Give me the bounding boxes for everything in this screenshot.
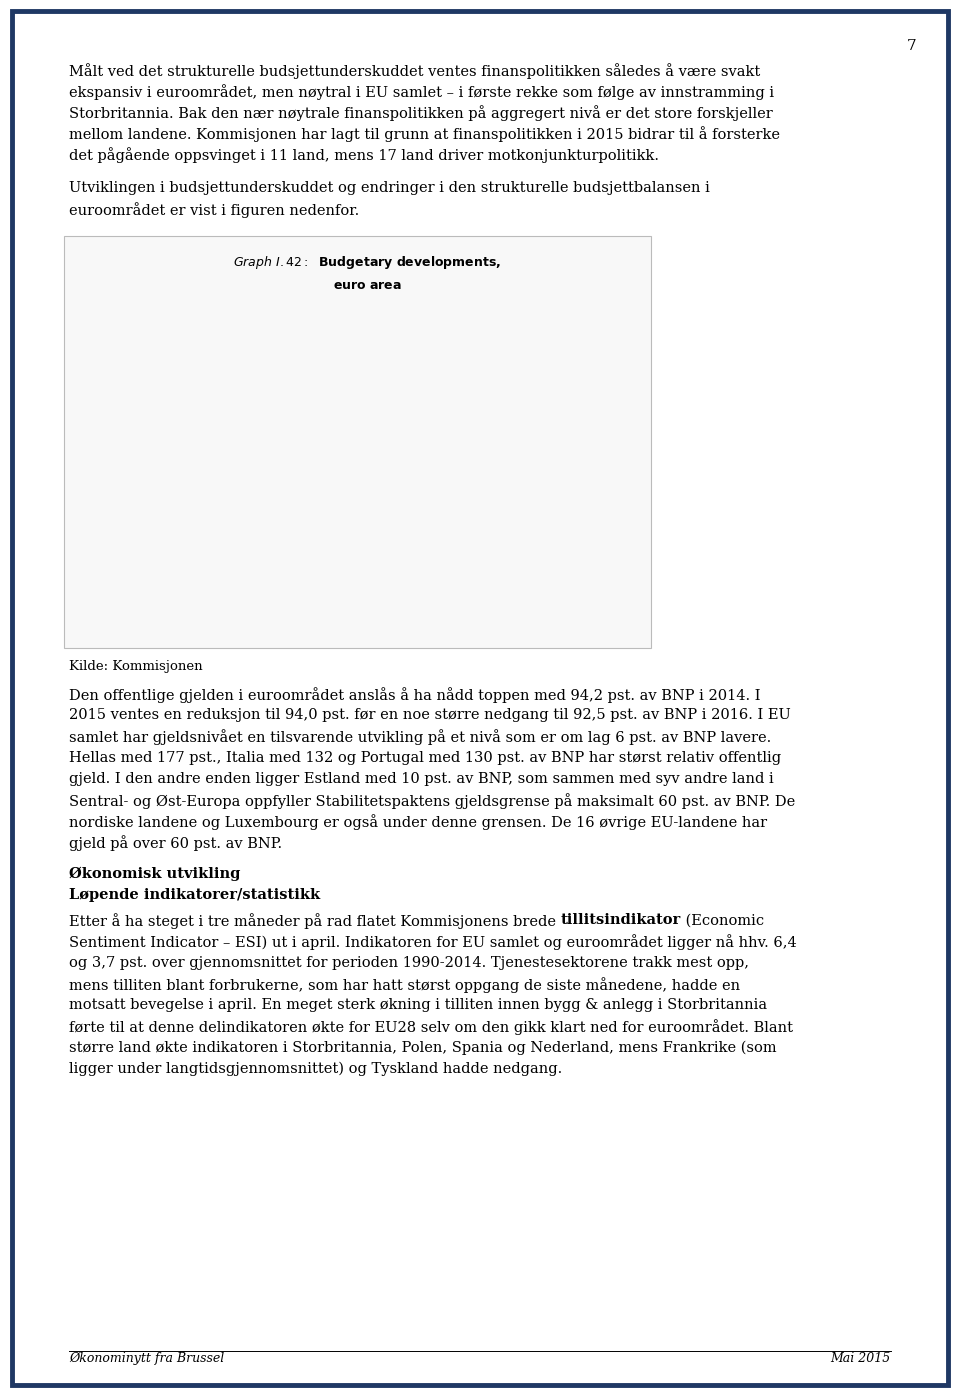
Text: Kilde: Kommisjonen: Kilde: Kommisjonen bbox=[69, 660, 203, 673]
Text: større land økte indikatoren i Storbritannia, Polen, Spania og Nederland, mens F: større land økte indikatoren i Storbrita… bbox=[69, 1040, 777, 1055]
Text: 7: 7 bbox=[907, 39, 917, 53]
Bar bbox=[516, 346, 559, 374]
Bar bbox=[232, 346, 275, 412]
Text: mellom landene. Kommisjonen har lagt til grunn at finanspolitikken i 2015 bidrar: mellom landene. Kommisjonen har lagt til… bbox=[69, 126, 780, 142]
Text: motsatt bevegelse i april. En meget sterk økning i tilliten innen bygg & anlegg : motsatt bevegelse i april. En meget ster… bbox=[69, 998, 767, 1012]
Text: mens tilliten blant forbrukerne, som har hatt størst oppgang de siste månedene, : mens tilliten blant forbrukerne, som har… bbox=[69, 977, 740, 993]
Legend: General goverment balance (lhs), Changes in the structural balance (rhs): General goverment balance (lhs), Changes… bbox=[156, 570, 440, 610]
Bar bbox=[374, 346, 417, 389]
Text: Sentral- og Øst-Europa oppfyller Stabilitetspaktens gjeldsgrense på maksimalt 60: Sentral- og Øst-Europa oppfyller Stabili… bbox=[69, 793, 796, 808]
Text: gjeld på over 60 pst. av BNP.: gjeld på over 60 pst. av BNP. bbox=[69, 835, 282, 852]
Bar bbox=[445, 346, 488, 381]
Text: % of GDP: % of GDP bbox=[97, 297, 151, 307]
Text: Storbritannia. Bak den nær nøytrale finanspolitikken på aggregert nivå er det st: Storbritannia. Bak den nær nøytrale fina… bbox=[69, 105, 773, 121]
Text: Økonominytt fra Brussel: Økonominytt fra Brussel bbox=[69, 1353, 225, 1365]
Text: førte til at denne delindikatoren økte for EU28 selv om den gikk klart ned for e: førte til at denne delindikatoren økte f… bbox=[69, 1019, 793, 1034]
Bar bbox=[161, 346, 204, 420]
Text: nordiske landene og Luxembourg er også under denne grensen. De 16 øvrige EU-land: nordiske landene og Luxembourg er også u… bbox=[69, 814, 767, 829]
Text: forecast: forecast bbox=[470, 408, 518, 420]
Text: (Economic: (Economic bbox=[681, 913, 764, 927]
Text: tillitsindikator: tillitsindikator bbox=[561, 913, 681, 927]
Text: ligger under langtidsgjennomsnittet) og Tyskland hadde nedgang.: ligger under langtidsgjennomsnittet) og … bbox=[69, 1061, 563, 1076]
Text: pps.: pps. bbox=[603, 297, 626, 307]
Text: Utviklingen i budsjettunderskuddet og endringer i den strukturelle budsjettbalan: Utviklingen i budsjettunderskuddet og en… bbox=[69, 181, 710, 195]
Text: Målt ved det strukturelle budsjettunderskuddet ventes finanspolitikken således å: Målt ved det strukturelle budsjettunders… bbox=[69, 63, 760, 78]
Text: Løpende indikatorer/statistikk: Løpende indikatorer/statistikk bbox=[69, 888, 321, 902]
Text: $\bf{euro\ area}$: $\bf{euro\ area}$ bbox=[333, 279, 401, 292]
Text: Mai 2015: Mai 2015 bbox=[830, 1353, 891, 1365]
Text: Hellas med 177 pst., Italia med 132 og Portugal med 130 pst. av BNP har størst r: Hellas med 177 pst., Italia med 132 og P… bbox=[69, 751, 781, 765]
Text: Sentiment Indicator – ESI) ut i april. Indikatoren for EU samlet og euroområdet : Sentiment Indicator – ESI) ut i april. I… bbox=[69, 934, 797, 951]
Text: samlet har gjeldsnivået en tilsvarende utvikling på et nivå som er om lag 6 pst.: samlet har gjeldsnivået en tilsvarende u… bbox=[69, 730, 772, 745]
Text: og 3,7 pst. over gjennomsnittet for perioden 1990-2014. Tjenestesektorene trakk : og 3,7 pst. over gjennomsnittet for peri… bbox=[69, 956, 749, 970]
Text: Etter å ha steget i tre måneder på rad flatet Kommisjonens brede: Etter å ha steget i tre måneder på rad f… bbox=[69, 913, 561, 930]
Text: gjeld. I den andre enden ligger Estland med 10 pst. av BNP, som sammen med syv a: gjeld. I den andre enden ligger Estland … bbox=[69, 772, 774, 786]
Text: euroområdet er vist i figuren nedenfor.: euroområdet er vist i figuren nedenfor. bbox=[69, 202, 359, 218]
Bar bbox=[303, 346, 346, 402]
Text: $\it{Graph\ I.42:}$  $\bf{Budgetary\ developments,}$: $\it{Graph\ I.42:}$ $\bf{Budgetary\ deve… bbox=[233, 254, 501, 271]
Text: ekspansiv i euroområdet, men nøytral i EU samlet – i første rekke som følge av i: ekspansiv i euroområdet, men nøytral i E… bbox=[69, 84, 775, 101]
Text: Den offentlige gjelden i euroområdet anslås å ha nådd toppen med 94,2 pst. av BN: Den offentlige gjelden i euroområdet ans… bbox=[69, 687, 760, 704]
Text: 2015 ventes en reduksjon til 94,0 pst. før en noe større nedgang til 92,5 pst. a: 2015 ventes en reduksjon til 94,0 pst. f… bbox=[69, 708, 791, 722]
Text: Økonomisk utvikling: Økonomisk utvikling bbox=[69, 867, 241, 881]
Text: det pågående oppsvinget i 11 land, mens 17 land driver motkonjunkturpolitikk.: det pågående oppsvinget i 11 land, mens … bbox=[69, 148, 660, 163]
